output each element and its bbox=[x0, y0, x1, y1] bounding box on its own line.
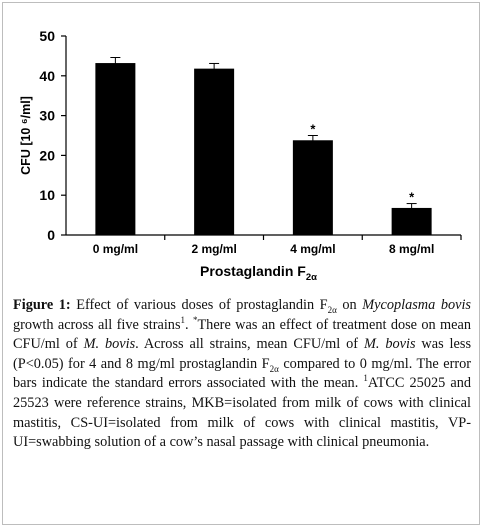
significance-star: * bbox=[310, 122, 316, 137]
x-axis-label: Prostaglandin F2α bbox=[200, 263, 317, 283]
error-bars bbox=[110, 56, 417, 213]
caption-species-1: Mycoplasma bovis bbox=[362, 297, 471, 313]
y-tick-label: 40 bbox=[39, 68, 55, 84]
caption-superscript-1: 1 bbox=[180, 314, 186, 325]
caption-text-4: . bbox=[185, 316, 193, 333]
caption-text-3: growth across all five strains bbox=[13, 316, 181, 333]
error-bar bbox=[110, 56, 121, 69]
x-tick-label: 8 mg/ml bbox=[389, 242, 434, 256]
caption-text-9: ATCC 25025 and 25523 were reference stra… bbox=[13, 375, 472, 451]
caption-superscript-3: 1 bbox=[363, 373, 368, 384]
bar bbox=[194, 68, 235, 235]
caption-text-7: was less (P<0.05) for 4 and 8 mg/ml pros… bbox=[13, 336, 472, 372]
x-tick-label: 0 mg/ml bbox=[93, 242, 138, 256]
caption-species-2: M. bovis bbox=[83, 336, 136, 353]
caption-text-1: Effect of various doses of prostaglandin… bbox=[70, 297, 328, 313]
caption-superscript-2: * bbox=[192, 314, 198, 325]
bar bbox=[391, 207, 432, 235]
error-bar bbox=[406, 203, 417, 213]
caption-text-6: . Across all strains, mean CFU/ml of bbox=[135, 336, 364, 353]
bars bbox=[95, 63, 432, 236]
x-tick-label: 2 mg/ml bbox=[191, 242, 236, 256]
y-axis-label: CFU [10 ⁶/ml] bbox=[19, 96, 33, 175]
y-axis-ticks: 0 10 20 30 40 50 bbox=[39, 28, 66, 243]
y-tick-label: 20 bbox=[39, 147, 55, 163]
figure-label: Figure 1: bbox=[13, 297, 71, 313]
significance-star: * bbox=[409, 190, 415, 205]
x-tick-label: 4 mg/ml bbox=[290, 242, 335, 256]
chart-area: 0 10 20 30 40 50 * * 0 mg/ml 2 mg/ml 4 mg/ml 8 mg… bbox=[19, 28, 462, 283]
x-axis-ticks: 0 mg/ml 2 mg/ml 4 mg/ml 8 mg/ml bbox=[93, 235, 462, 256]
caption-subscript-1: 2α bbox=[327, 304, 337, 315]
bar bbox=[292, 140, 333, 235]
y-tick-label: 10 bbox=[39, 187, 55, 203]
error-bar bbox=[209, 62, 220, 74]
caption-subscript-2: 2α bbox=[269, 363, 279, 374]
x-axis-label-subscript: 2α bbox=[306, 272, 317, 283]
bar bbox=[95, 63, 136, 236]
x-axis-label-main: Prostaglandin F bbox=[200, 263, 306, 279]
caption-text-5: There was an effect of treatment dose on… bbox=[13, 316, 471, 353]
caption-text-8: compared to 0 mg/ml. The error bars indi… bbox=[13, 355, 471, 392]
caption-text-2: on bbox=[336, 297, 363, 313]
error-bar bbox=[307, 135, 318, 146]
caption-species-3: M. bovis bbox=[363, 336, 416, 353]
y-tick-label: 0 bbox=[47, 227, 55, 243]
y-tick-label: 50 bbox=[39, 28, 55, 44]
y-tick-label: 30 bbox=[39, 108, 55, 124]
figure-caption: Figure 1: Effect of various doses of pro… bbox=[13, 296, 471, 453]
figure-frame bbox=[2, 2, 480, 525]
significance-markers: ** bbox=[310, 122, 415, 205]
